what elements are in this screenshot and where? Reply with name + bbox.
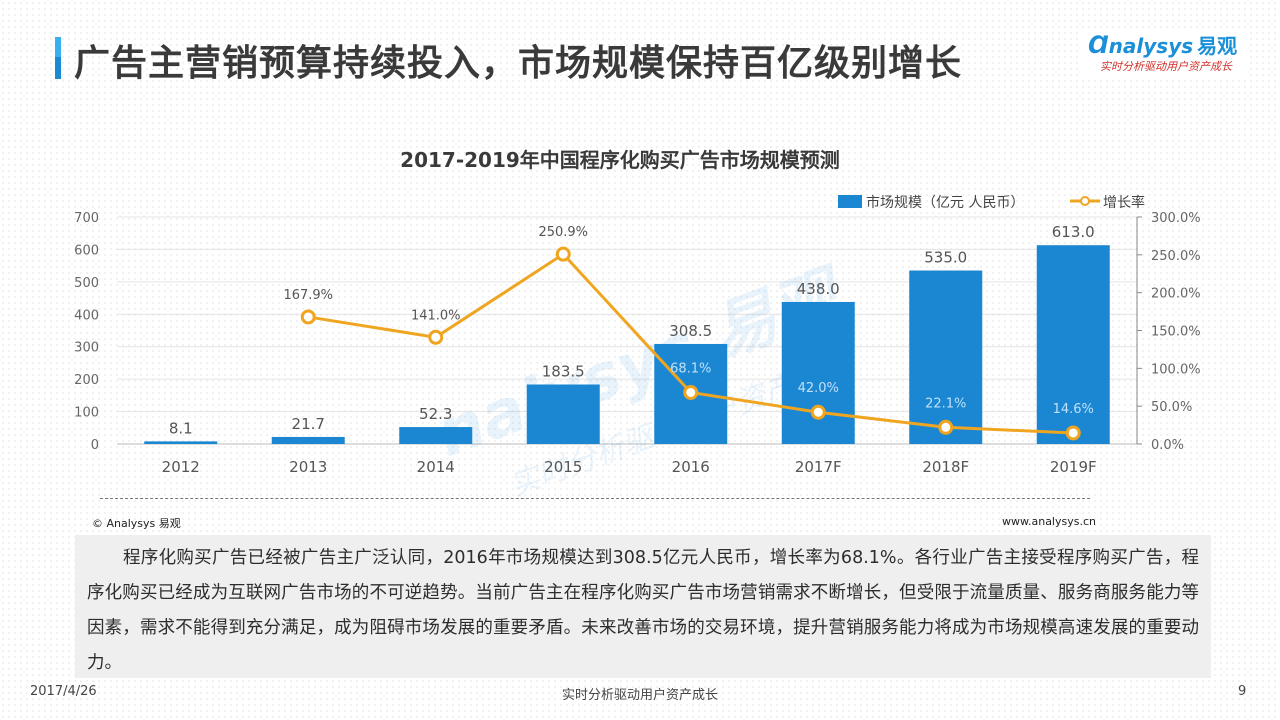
growth-rate-label: 68.1% [670,361,711,376]
y-left-tick-label: 400 [74,308,99,323]
bar [1036,245,1110,444]
chart-separator-line [100,498,1090,499]
logo-wordmark: Ɑnalysys 易观 [1088,30,1237,59]
growth-rate-point [1065,425,1081,441]
y-right-tick-label: 150.0% [1151,325,1201,340]
legend-line-marker [1080,196,1090,206]
market-size-chart: 0 100 200 300 400 500 600 700 0.0% 50.0% 100.0% 150… [74,194,1201,504]
growth-rate-label: 141.0% [411,308,461,323]
growth-rate-label: 167.9% [283,288,333,303]
logo-text: nalysys [1108,34,1194,58]
y-left-tick-label: 700 [74,211,99,226]
x-tick-label: 2017F [795,458,842,476]
logo-a-icon: Ɑ [1088,31,1109,59]
bar [144,441,218,444]
bar [399,427,473,444]
growth-rate-label: 42.0% [798,381,839,396]
y-right-tick-label: 0.0% [1151,438,1184,453]
bar-value-label: 438.0 [797,280,840,298]
growth-rate-point [300,309,316,325]
bar-value-label: 535.0 [924,249,967,267]
y-right-tick-label: 100.0% [1151,362,1201,377]
copyright-text: © Analysys 易观 [92,517,181,530]
bar [781,301,855,444]
footer-date: 2017/4/26 [30,684,97,699]
logo-cn: 易观 [1197,34,1238,58]
y-right-tick-label: 200.0% [1151,287,1201,302]
bar-value-label: 183.5 [542,362,585,380]
y-left-tick-label: 600 [74,243,99,258]
title-accent-bar [55,37,61,79]
website-link[interactable]: www.analysys.cn [1002,515,1096,528]
bar-value-label: 8.1 [169,419,193,437]
growth-rate-point [810,404,826,420]
page-title: 广告主营销预算持续投入，市场规模保持百亿级别增长 [74,43,963,84]
y-right-tick-label: 250.0% [1151,249,1201,264]
y-left-tick-label: 200 [74,373,99,388]
analysys-logo: Ɑnalysys 易观 实时分析驱动用户资产成长 [1080,28,1250,80]
y-right-tick-label: 300.0% [1151,211,1201,226]
growth-rate-point [938,419,954,435]
legend-line-label: 增长率 [1103,194,1145,211]
bar-value-label: 21.7 [292,415,325,433]
analysis-text-box: 程序化购买广告已经被广告主广泛认同，2016年市场规模达到308.5亿元人民币，… [75,535,1211,678]
legend-bar-label: 市场规模（亿元 人民币） [866,194,1024,211]
x-tick-label: 2012 [162,458,200,476]
growth-rate-point [683,384,699,400]
x-tick-label: 2016 [672,458,710,476]
x-tick-label: 2019F [1050,458,1097,476]
bar [271,436,345,444]
growth-rate-point [555,246,571,262]
x-tick-label: 2014 [417,458,455,476]
bar [909,270,983,444]
y-left-tick-label: 0 [91,438,99,453]
y-left-tick-label: 500 [74,276,99,291]
growth-rate-label: 250.9% [538,225,588,240]
title-accent-bar-top [55,37,61,57]
y-left-tick-label: 300 [74,341,99,356]
y-right-tick-label: 50.0% [1151,400,1192,415]
analysis-paragraph: 程序化购买广告已经被广告主广泛认同，2016年市场规模达到308.5亿元人民币，… [87,548,1199,673]
growth-rate-label: 22.1% [925,396,966,411]
bar-value-label: 52.3 [419,405,452,423]
bar [526,384,600,444]
x-tick-label: 2013 [289,458,327,476]
bar-value-label: 308.5 [669,322,712,340]
x-tick-label: 2015 [544,458,582,476]
logo-tagline: 实时分析驱动用户资产成长 [1100,60,1232,73]
growth-rate-label: 14.6% [1053,402,1094,417]
legend-bar-swatch [838,195,862,208]
footer-tagline: 实时分析驱动用户资产成长 [561,688,718,703]
chart-title: 2017-2019年中国程序化购买广告市场规模预测 [400,148,840,172]
page-number: 9 [1238,684,1247,699]
x-tick-label: 2018F [922,458,969,476]
growth-rate-point [428,329,444,345]
y-left-tick-label: 100 [74,406,99,421]
bar-value-label: 613.0 [1052,223,1095,241]
